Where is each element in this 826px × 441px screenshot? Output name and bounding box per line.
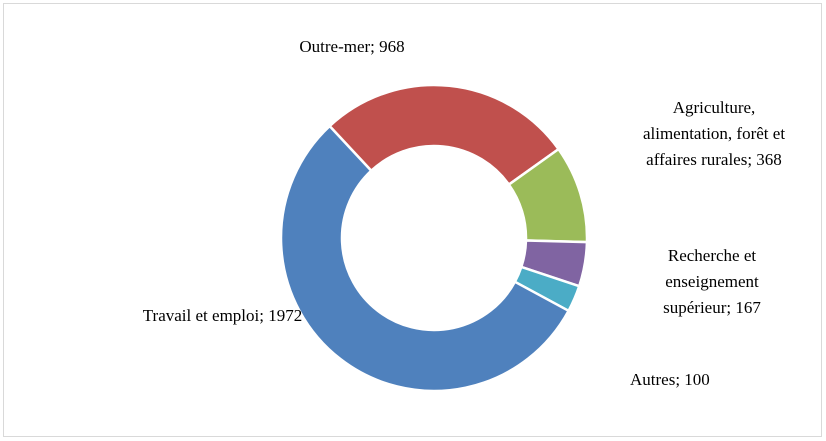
data-label: Agriculture, alimentation, forêt et affa… [642, 98, 786, 169]
slice [279, 124, 571, 393]
data-label: Autres; 100 [630, 370, 710, 389]
data-label: Outre-mer; 968 [299, 37, 405, 56]
slice [327, 83, 561, 187]
data-label: Recherche et enseignement supérieur; 167 [663, 246, 761, 317]
data-label: Travail et emploi; 1972 [142, 306, 303, 325]
